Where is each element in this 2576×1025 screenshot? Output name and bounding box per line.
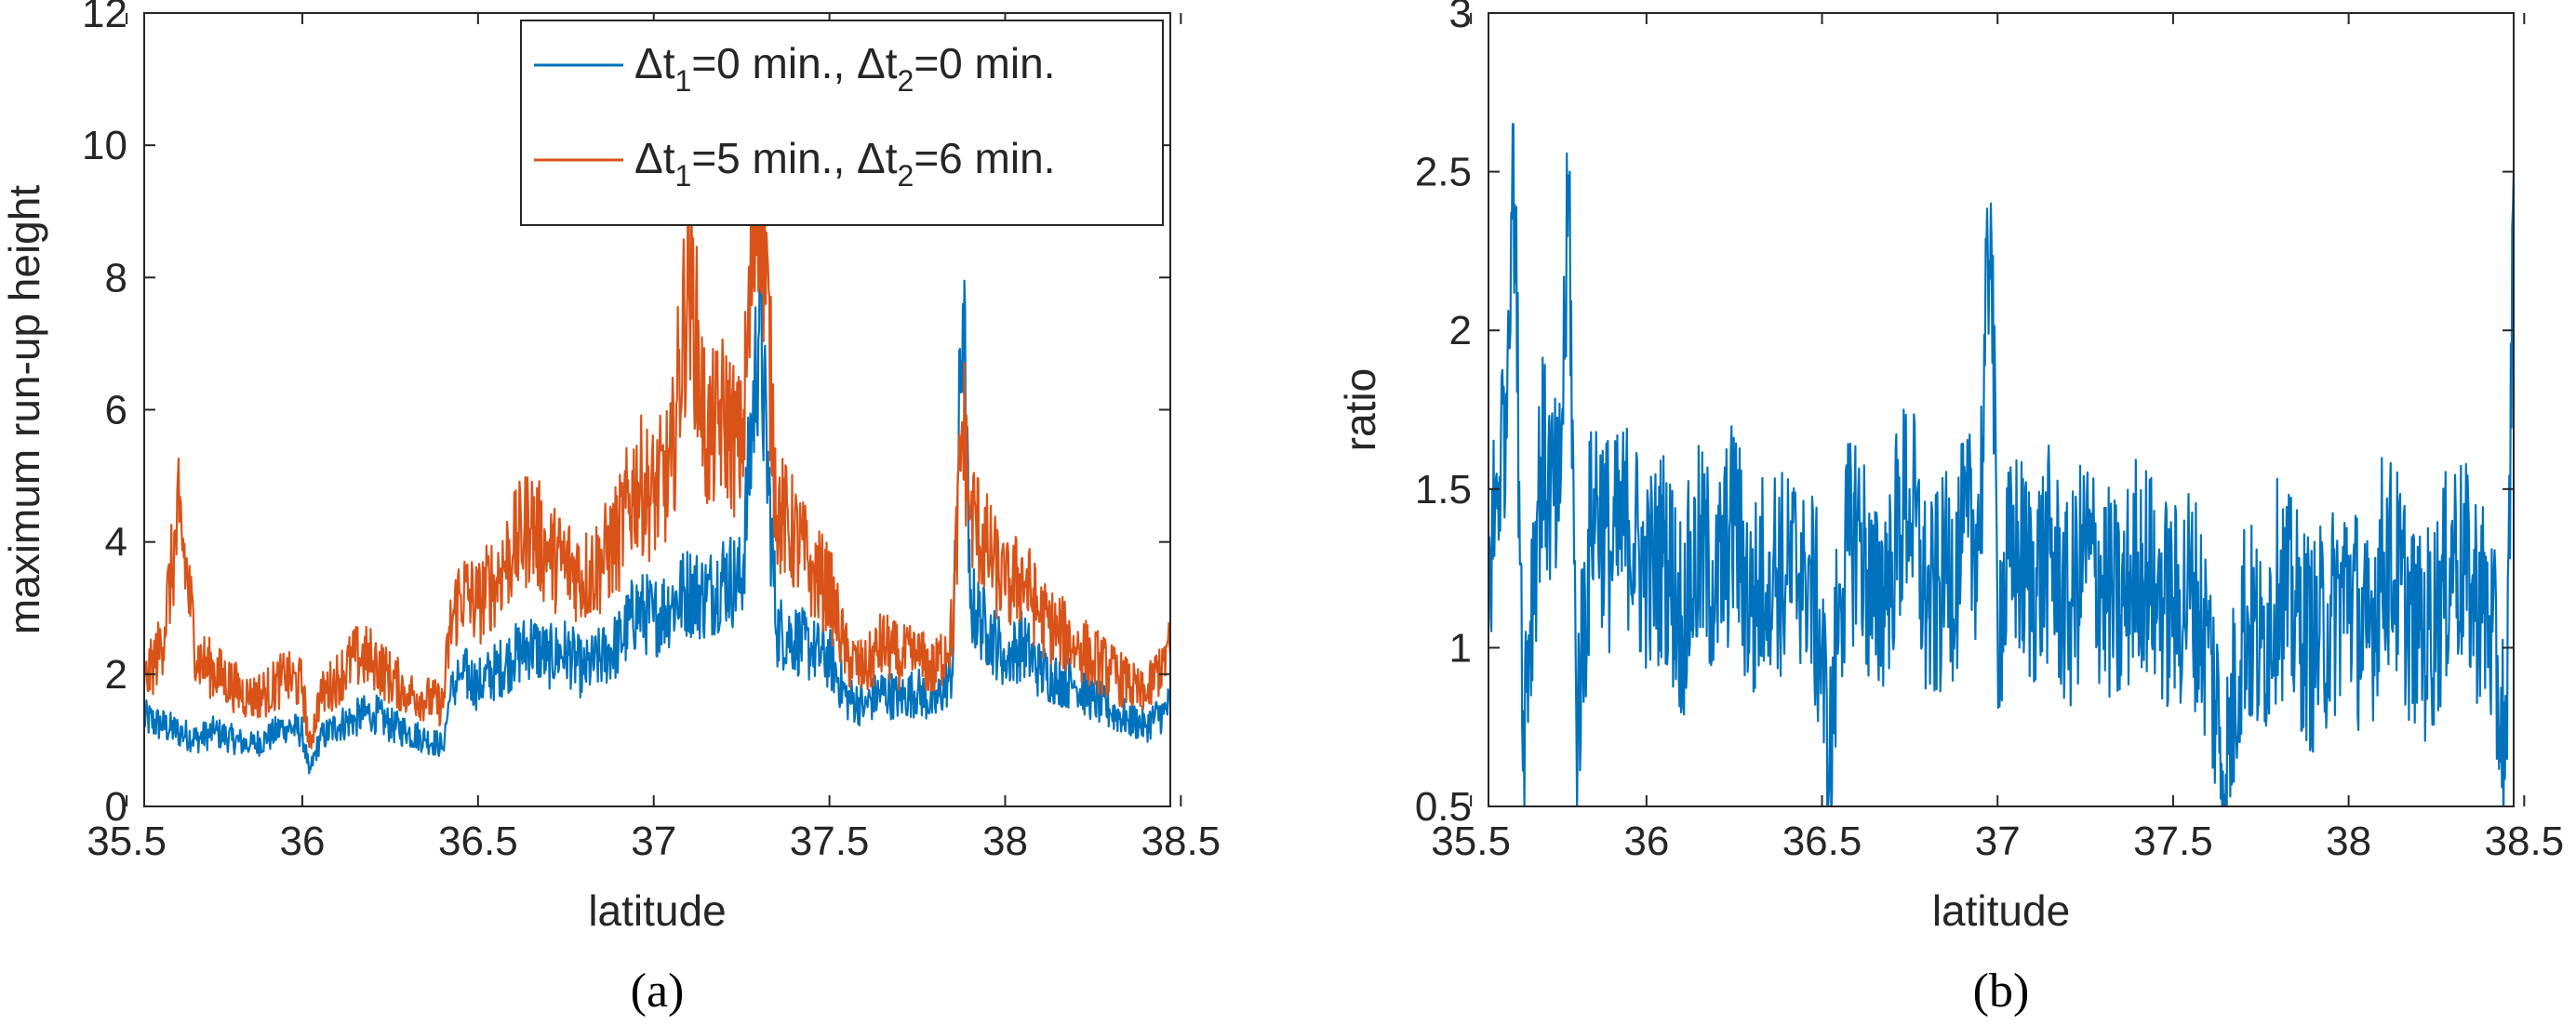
axes-box bbox=[1488, 12, 2515, 807]
legend-text: Δt bbox=[634, 39, 675, 87]
panel-caption: (a) bbox=[631, 965, 685, 1018]
legend-label-2: Δt1=5 min., Δt2=6 min. bbox=[634, 134, 1055, 193]
legend-box bbox=[520, 20, 1164, 226]
chart-b: 35.5 36 36.5 37 37.5 38 38.5 0.5 1 1.5 2 2.5 3 latitu… bbox=[1336, 0, 2564, 1018]
legend-subscript: 1 bbox=[675, 159, 692, 193]
plot-area bbox=[144, 61, 1170, 775]
y-tick-label: 12 bbox=[82, 0, 127, 36]
plot-area bbox=[1488, 123, 2514, 806]
panel-caption: (b) bbox=[1973, 965, 2030, 1018]
y-tick-label: 0.5 bbox=[1415, 784, 1472, 830]
y-tick-label: 6 bbox=[105, 388, 127, 433]
x-tick-label: 37 bbox=[1975, 819, 2021, 864]
x-tick-label: 35.5 bbox=[1431, 819, 1511, 864]
series-line-1 bbox=[144, 240, 1170, 775]
legend: Δt1=0 min., Δt2=0 min.Δt1=5 min., Δt2=6 … bbox=[520, 20, 1164, 226]
series-line-1 bbox=[1488, 123, 2514, 806]
y-tick-label: 3 bbox=[1449, 0, 1472, 36]
y-tick-label: 2 bbox=[1449, 308, 1472, 353]
x-tick-label: 38 bbox=[2326, 819, 2371, 864]
y-tick-label: 8 bbox=[105, 255, 127, 300]
x-tick-label: 35.5 bbox=[87, 819, 167, 864]
x-tick-label: 36 bbox=[280, 819, 326, 864]
x-axis-label: latitude bbox=[1932, 886, 2070, 935]
legend-text: =0 min. bbox=[914, 39, 1055, 87]
y-axis-label: ratio bbox=[1336, 368, 1384, 451]
legend-text: =0 min., Δt bbox=[691, 39, 897, 87]
y-tick-label: 4 bbox=[105, 520, 127, 566]
y-tick-label: 1 bbox=[1449, 625, 1472, 671]
x-tick-label: 36.5 bbox=[1782, 819, 1862, 864]
x-tick-label: 37.5 bbox=[790, 819, 870, 864]
y-tick-label: 0 bbox=[105, 784, 127, 830]
legend-subscript: 1 bbox=[675, 64, 692, 98]
legend-label-1: Δt1=0 min., Δt2=0 min. bbox=[634, 39, 1055, 98]
x-tick-label: 37 bbox=[631, 819, 676, 864]
legend-subscript: 2 bbox=[898, 159, 914, 193]
y-tick-label: 2 bbox=[105, 652, 127, 698]
x-tick-label: 37.5 bbox=[2133, 819, 2213, 864]
x-tick-label: 36 bbox=[1623, 819, 1669, 864]
legend-text: =5 min., Δt bbox=[691, 134, 897, 182]
y-tick-label: 10 bbox=[82, 123, 127, 168]
legend-text: Δt bbox=[634, 134, 675, 182]
x-tick-label: 38 bbox=[982, 819, 1028, 864]
legend-subscript: 2 bbox=[898, 64, 914, 98]
series-line-2 bbox=[144, 61, 1170, 750]
x-tick-label: 36.5 bbox=[438, 819, 518, 864]
chart-a: 35.5 36 36.5 37 37.5 38 38.5024681012latitudem… bbox=[0, 0, 1221, 1018]
x-tick-label: 38.5 bbox=[1141, 819, 1221, 864]
y-tick-label: 2.5 bbox=[1415, 150, 1472, 195]
y-tick-label: 1.5 bbox=[1415, 467, 1472, 512]
y-axis-label: maximum run-up height bbox=[0, 185, 48, 634]
x-tick-label: 38.5 bbox=[2485, 819, 2565, 864]
legend-text: =6 min. bbox=[914, 134, 1055, 182]
x-axis-label: latitude bbox=[588, 886, 726, 935]
